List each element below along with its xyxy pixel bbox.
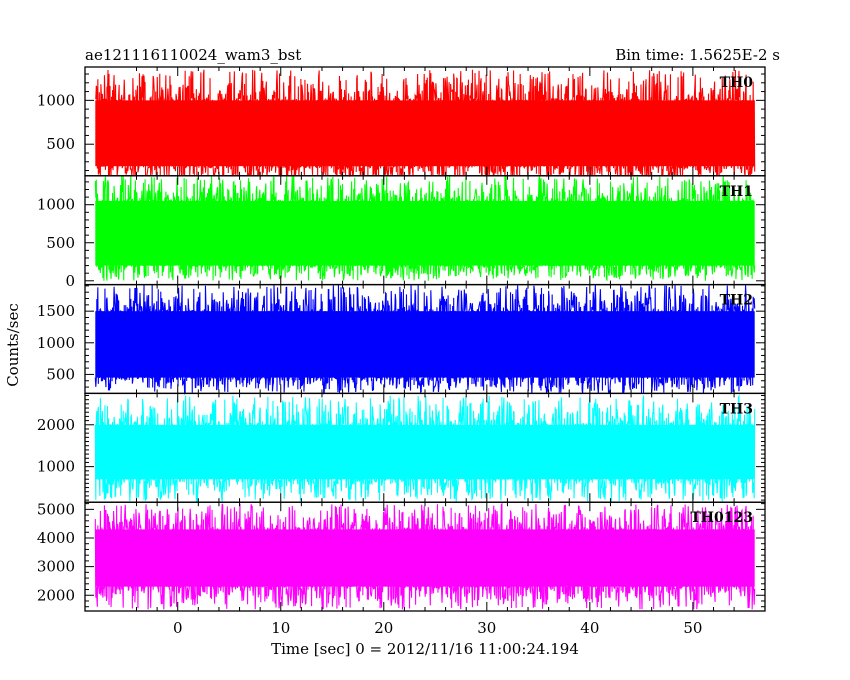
y-tick-label: 2000: [37, 416, 75, 434]
series-th0123-band: [95, 529, 755, 587]
x-tick-label: 40: [580, 619, 599, 637]
panel-label-th3: TH3: [720, 401, 753, 417]
series-th0-band: [95, 100, 755, 167]
chart-title: ae121116110024_wam3_bst: [85, 46, 301, 64]
series-th3-band: [95, 424, 755, 480]
x-tick-label: 30: [477, 619, 496, 637]
x-tick-label: 0: [173, 619, 183, 637]
panel-label-th1: TH1: [720, 184, 753, 200]
panel-th1: 0 500 1000 TH1: [37, 175, 766, 290]
x-tick-labels: 0 10 20 30 40 50: [173, 619, 702, 637]
x-tick-label: 20: [374, 619, 393, 637]
y-tick-label: 500: [46, 365, 75, 383]
bin-time-label: Bin time: 1.5625E-2 s: [615, 46, 780, 64]
y-tick-label: 500: [46, 234, 75, 252]
x-tick-label: 50: [683, 619, 702, 637]
y-tick-label: 4000: [37, 529, 75, 547]
panels-group: 500 1000 TH0 0 500 1000 TH1 500 1000 1500 TH2 1000 2…: [37, 66, 766, 612]
y-axis-label: Counts/sec: [4, 303, 22, 387]
x-axis-label: Time [sec] 0 = 2012/11/16 11:00:24.194: [271, 640, 579, 658]
panel-th2: 500 1000 1500 TH2: [37, 283, 766, 396]
panel-th0123: 2000 3000 4000 5000 TH0123: [37, 500, 766, 612]
y-tick-label: 1000: [37, 334, 75, 352]
y-tick-label: 2000: [37, 586, 75, 604]
panel-label-th0: TH0: [720, 75, 754, 91]
panel-label-th0123: TH0123: [690, 510, 753, 526]
y-tick-label: 1000: [37, 458, 75, 476]
y-tick-label: 1500: [37, 302, 75, 320]
y-tick-label: 1000: [37, 196, 75, 214]
y-tick-label: 1000: [37, 91, 75, 109]
panel-label-th2: TH2: [720, 293, 753, 309]
y-tick-label: 3000: [37, 558, 75, 576]
panel-th0: 500 1000 TH0: [37, 66, 766, 178]
y-tick-label: 5000: [37, 500, 75, 518]
y-tick-label: 500: [46, 135, 75, 153]
y-tick-label: 0: [65, 272, 75, 290]
x-tick-label: 10: [271, 619, 290, 637]
panel-th3: 1000 2000 TH3: [37, 392, 766, 503]
series-th2-band: [95, 311, 755, 378]
series-th1-band: [95, 200, 755, 266]
